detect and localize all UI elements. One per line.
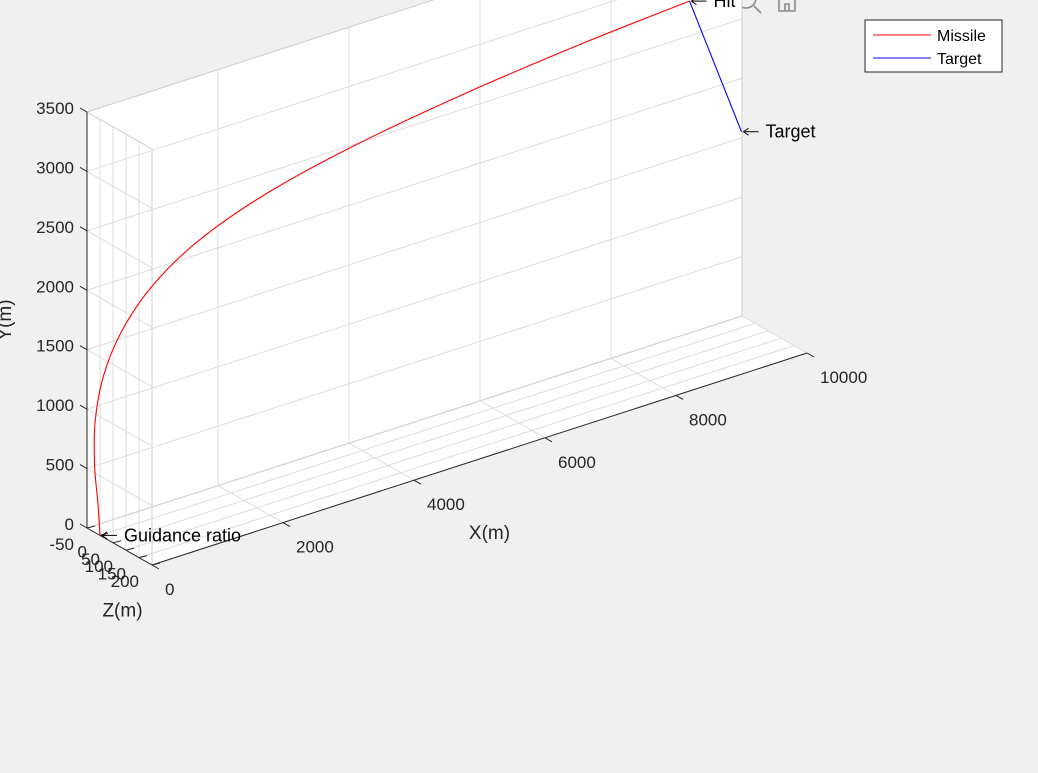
y-tick-label: 0 [65,515,74,534]
x-tick-mark [151,564,160,570]
y-tick-mark [79,107,88,113]
gridline-floor-x [610,357,677,396]
x-tick-mark [806,352,815,358]
y-tick-label: 1500 [36,337,74,356]
gridline-floor-z [112,330,769,544]
axes-box-lines [86,0,808,566]
y-tick-label: 2000 [36,277,74,296]
y-tick-label: 3500 [36,99,74,118]
annotation-label: Guidance ratio [124,525,241,545]
axis-line [86,527,153,566]
gridline-floor-x [479,400,546,439]
y-tick-label: 2500 [36,218,74,237]
x-tick-label: 4000 [427,495,465,514]
gridline-wall-y [86,0,619,172]
gridline-side-y [86,170,153,209]
y-tick-label: 3000 [36,158,74,177]
y-tick-label: 500 [46,456,74,475]
gridline-wall-y [86,196,743,410]
y-tick-mark [79,345,88,351]
icon-shape [753,5,762,14]
gridline-side-y [86,289,153,328]
z-tick-label: -50 [49,535,74,554]
annotations: Guidance ratio Target Hit [101,0,816,545]
x-tick-label: 10000 [820,368,867,387]
gridline-wall-y [86,18,743,232]
axes-box-edge [86,111,153,150]
y-tick-mark [79,404,88,410]
gridline-floor-z [125,337,782,551]
gridline-wall-y [86,137,743,351]
annotation-target: Target [742,122,816,142]
z-axis-label: Z(m) [102,601,142,622]
x-tick-mark [544,437,553,443]
axes-box-edge [86,0,435,113]
y-tick-mark [79,285,88,291]
annotation-arrowhead [101,531,108,540]
z-tick-label: 0 [78,542,87,561]
zoom-out-icon[interactable] [735,0,762,14]
legend-label-missile: Missile [937,28,986,45]
annotation-arrowhead [690,0,697,6]
z-tick-label: 50 [81,550,100,569]
gridline-floor-z [138,345,795,559]
back-panel-right [87,0,742,528]
x-tick-mark [413,479,422,485]
x-tick-label: 6000 [558,453,596,472]
home-icon[interactable] [778,0,796,12]
x-tick-mark [675,394,684,400]
legend-box [864,19,1003,73]
annotation-arrowhead [742,127,749,136]
axes-box-edge [86,315,743,529]
z-tick-label: 200 [111,572,139,591]
gridline-floor-x [217,485,284,524]
x-tick-label: 8000 [689,410,727,429]
z-tick-mark [86,525,96,529]
y-tick-mark [79,464,88,470]
z-tick-mark [151,562,161,566]
axis-line [151,352,808,566]
gridline-floor-x [348,442,415,481]
series-line-missile [93,0,690,536]
annotation-label: Target [766,122,816,142]
series-lines [93,0,743,536]
floor-panel [87,316,807,565]
x-tick-label: 0 [165,580,174,599]
y-tick-mark [79,166,88,172]
gridline-floor-z [99,322,756,536]
legend[interactable]: Missile Target [864,19,1003,73]
z-tick-mark [112,540,122,544]
icon-shape [778,0,796,12]
gridline-side-y [86,230,153,269]
gridline-wall-y [86,256,743,470]
gridline-floor-x [741,315,808,354]
y-tick-label: 1000 [36,396,74,415]
gridline-side-y [86,468,153,507]
annotation-guidance-ratio: Guidance ratio [101,525,241,545]
z-tick-label: 150 [98,565,126,584]
z-tick-label: 100 [85,557,113,576]
icon-shape [735,0,757,9]
gridline-side-y [86,408,153,447]
y-axis-label: Y(m) [0,299,16,340]
x-axis-label: X(m) [469,523,510,544]
x-tick-mark [282,522,291,528]
y-tick-mark [79,523,88,529]
axes-ticks: 0200040006000800010000050010001500200025… [36,99,867,599]
x-tick-label: 2000 [296,538,334,557]
z-tick-mark [125,547,135,551]
series-line-target [688,0,743,132]
axes-back-panels [87,0,807,565]
annotation-label: Hit [714,0,736,11]
z-tick-mark [138,555,148,559]
gridline-wall-y [86,77,743,291]
gridline-side-y [86,349,153,388]
legend-label-target: Target [937,51,982,68]
annotation-hit: Hit [690,0,736,11]
y-tick-mark [79,226,88,232]
